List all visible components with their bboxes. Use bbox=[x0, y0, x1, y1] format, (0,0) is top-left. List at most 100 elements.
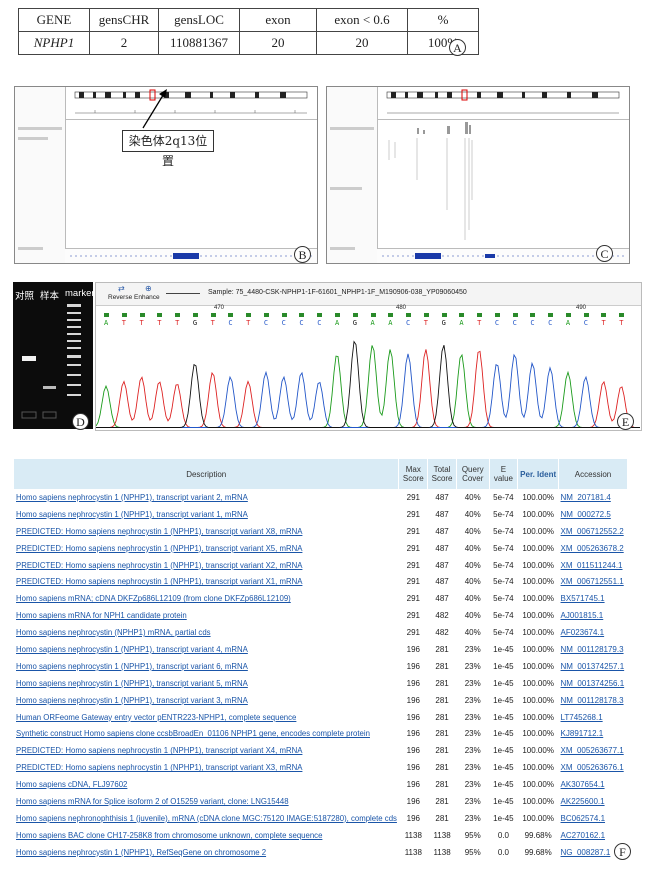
total-score: 281 bbox=[435, 796, 449, 806]
accession-link[interactable]: XM_006712551.1 bbox=[558, 573, 628, 591]
table-row: Homo sapiens mRNA for Splice isoform 2 o… bbox=[14, 793, 628, 810]
total-score: 281 bbox=[435, 763, 449, 773]
trace-a bbox=[96, 345, 640, 428]
hit-description-link[interactable]: Homo sapiens BAC clone CH17-258K8 from c… bbox=[16, 830, 323, 840]
base-call: C bbox=[263, 319, 269, 327]
accession-link[interactable]: XM_005263678.2 bbox=[558, 539, 628, 557]
panel-label-a: A bbox=[449, 39, 466, 56]
hit-description-link[interactable]: Synthetic construct Homo sapiens clone c… bbox=[16, 729, 370, 739]
hit-description-link[interactable]: Homo sapiens nephrocystin 1 (NPHP1), tra… bbox=[14, 674, 399, 692]
base-call: T bbox=[601, 319, 606, 327]
accession-link[interactable]: AK225600.1 bbox=[560, 796, 605, 806]
e-value: 1e-45 bbox=[489, 674, 518, 692]
hit-description-link[interactable]: PREDICTED: Homo sapiens nephrocystin 1 (… bbox=[16, 526, 303, 536]
base-call: T bbox=[157, 319, 162, 327]
accession-link[interactable]: NM_001374256.1 bbox=[558, 674, 628, 692]
table-row: Homo sapiens nephrocystin 1 (NPHP1), tra… bbox=[14, 505, 628, 523]
zoom-slider[interactable] bbox=[166, 293, 200, 294]
total-score: 281 bbox=[435, 661, 449, 671]
e-value: 1e-45 bbox=[493, 661, 514, 671]
hit-description-link[interactable]: PREDICTED: Homo sapiens nephrocystin 1 (… bbox=[16, 763, 303, 773]
accession-link[interactable]: XM_011511244.1 bbox=[560, 560, 623, 570]
header-cell: gensLOC bbox=[158, 8, 240, 32]
table-header-row: GENE gensCHR gensLOC exon exon < 0.6 % bbox=[18, 8, 479, 32]
hit-description-link[interactable]: PREDICTED: Homo sapiens nephrocystin 1 (… bbox=[14, 539, 399, 557]
hit-description-link[interactable]: PREDICTED: Homo sapiens nephrocystin 1 (… bbox=[16, 560, 303, 570]
hit-description-link[interactable]: Homo sapiens nephrocystin 1 (NPHP1), tra… bbox=[16, 492, 248, 502]
hit-description-link[interactable]: Homo sapiens mRNA for NPH1 candidate pro… bbox=[14, 607, 399, 625]
query-cover: 40% bbox=[456, 539, 490, 557]
hit-description-link[interactable]: Homo sapiens nephrocystin 1 (NPHP1), tra… bbox=[14, 641, 399, 658]
hit-description-link[interactable]: Homo sapiens nephrocystin 1 (NPHP1), tra… bbox=[16, 661, 248, 671]
accession-link[interactable]: BX571745.1 bbox=[560, 594, 605, 604]
accession-link[interactable]: KJ891712.1 bbox=[560, 729, 604, 739]
header-cell: % bbox=[407, 8, 479, 32]
max-score: 196 bbox=[406, 695, 420, 705]
e-value: 5e-74 bbox=[493, 594, 514, 604]
header-cell: GENE bbox=[18, 8, 90, 32]
quality-marker bbox=[406, 313, 412, 317]
header-cell: gensCHR bbox=[89, 8, 159, 32]
e-value: 1e-45 bbox=[489, 641, 518, 658]
total-score: 1138 bbox=[433, 830, 451, 840]
header-e-value[interactable]: E value bbox=[489, 459, 519, 489]
accession-link[interactable]: BC062574.1 bbox=[558, 809, 628, 827]
max-score: 291 bbox=[406, 560, 420, 570]
hit-description-link[interactable]: Homo sapiens nephronophthisis 1 (juvenil… bbox=[14, 809, 399, 827]
header-per-ident[interactable]: Per. Ident bbox=[517, 459, 560, 489]
total-score: 281 bbox=[435, 695, 449, 705]
table-cell: 20 bbox=[239, 31, 317, 55]
hit-description-link[interactable]: Homo sapiens nephrocystin 1 (NPHP1), tra… bbox=[16, 695, 248, 705]
base-call: A bbox=[104, 319, 109, 327]
accession-link[interactable]: NM_001128179.3 bbox=[558, 641, 628, 658]
hit-description-link[interactable]: Homo sapiens nephrocystin 1 (NPHP1), tra… bbox=[14, 505, 399, 523]
enhance-button[interactable]: Enhance bbox=[134, 294, 160, 301]
max-score: 291 bbox=[398, 505, 428, 523]
header-accession[interactable]: Accession bbox=[558, 459, 628, 489]
table-row: Homo sapiens nephrocystin 1 (NPHP1), tra… bbox=[14, 674, 628, 692]
accession-link[interactable]: NG_008287.1 bbox=[558, 843, 628, 861]
percent-identity: 100.00% bbox=[517, 708, 559, 726]
accession-link[interactable]: XM_005263676.1 bbox=[560, 763, 624, 773]
hit-description-link[interactable]: Human ORFeome Gateway entry vector pENTR… bbox=[14, 708, 399, 726]
hit-description-link[interactable]: Homo sapiens mRNA for Splice isoform 2 o… bbox=[16, 796, 289, 806]
accession-link[interactable]: AF023674.1 bbox=[560, 628, 605, 638]
hit-description-link[interactable]: PREDICTED: Homo sapiens nephrocystin 1 (… bbox=[14, 742, 399, 760]
accession-link[interactable]: NM_207181.4 bbox=[560, 492, 611, 502]
panel-label-d: D bbox=[72, 413, 89, 430]
accession-link[interactable]: XM_006712552.2 bbox=[560, 526, 624, 536]
reverse-button[interactable]: Reverse bbox=[108, 294, 133, 301]
query-cover: 23% bbox=[464, 661, 481, 671]
reverse-icon[interactable]: ⇄ bbox=[118, 284, 125, 293]
header-max-score[interactable]: Max Score bbox=[398, 459, 429, 489]
accession-link[interactable]: NM_001374257.1 bbox=[560, 661, 625, 671]
gene-track bbox=[65, 248, 317, 263]
base-call: T bbox=[619, 319, 624, 327]
hit-description-link[interactable]: Homo sapiens cDNA, FLJ97602 bbox=[14, 776, 399, 794]
accession-link[interactable]: NM_001128178.3 bbox=[560, 695, 624, 705]
quality-marker bbox=[246, 313, 252, 317]
base-call: A bbox=[388, 319, 393, 327]
accession-link[interactable]: AC270162.1 bbox=[560, 830, 606, 840]
query-cover: 23% bbox=[464, 763, 481, 773]
accession-link[interactable]: NM_000272.5 bbox=[558, 505, 628, 523]
header-total-score[interactable]: Total Score bbox=[427, 459, 457, 489]
accession-link[interactable]: AK307654.1 bbox=[558, 776, 628, 794]
base-call: C bbox=[299, 319, 304, 327]
total-score: 482 bbox=[427, 607, 457, 625]
hit-description-link[interactable]: Homo sapiens nephrocystin (NPHP1) mRNA, … bbox=[16, 628, 211, 638]
table-row: PREDICTED: Homo sapiens nephrocystin 1 (… bbox=[14, 742, 628, 760]
quality-marker bbox=[619, 313, 625, 317]
header-query-cover[interactable]: Query Cover bbox=[456, 459, 490, 489]
query-cover: 40% bbox=[464, 526, 481, 536]
hit-description-link[interactable]: PREDICTED: Homo sapiens nephrocystin 1 (… bbox=[14, 573, 399, 591]
hit-description-link[interactable]: Homo sapiens nephrocystin 1 (NPHP1), Ref… bbox=[14, 843, 399, 861]
hit-description-link[interactable]: Homo sapiens mRNA; cDNA DKFZp686L12109 (… bbox=[16, 594, 291, 604]
header-description[interactable]: Description bbox=[14, 459, 400, 489]
enhance-icon[interactable]: ⊕ bbox=[145, 284, 152, 293]
quality-marker bbox=[388, 313, 394, 317]
accession-link[interactable]: XM_005263677.1 bbox=[558, 742, 628, 760]
accession-link[interactable]: AJ001815.1 bbox=[558, 607, 628, 625]
e-value: 1e-45 bbox=[489, 708, 518, 726]
accession-link[interactable]: LT745268.1 bbox=[558, 708, 628, 726]
